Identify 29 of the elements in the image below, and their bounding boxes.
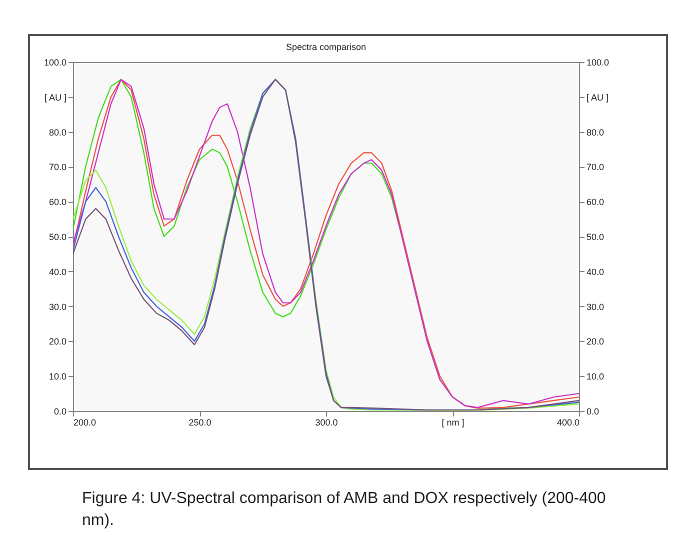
y-tick-label: 70.0 [48,162,66,172]
x-tick-label: 400.0 [556,418,580,428]
y2-tick-label: 30.0 [586,302,604,312]
y-tick-label: 50.0 [48,232,66,242]
y-tick-label: 30.0 [48,302,66,312]
y2-tick-label: 20.0 [586,336,604,347]
y2-tick-label: 40.0 [586,266,604,277]
y2-tick-label: 70.0 [586,162,604,172]
y2-tick-label: [ AU ] [586,92,609,102]
y-tick-label: 20.0 [48,336,66,347]
y-tick-label: 80.0 [48,127,66,138]
y2-tick-label: 10.0 [586,372,604,382]
y-tick-label: 60.0 [48,197,66,208]
y-tick-label: 100.0 [44,58,66,68]
y-tick-label: 0.0 [54,406,66,416]
y2-tick-label: 80.0 [586,127,604,138]
y2-tick-label: 50.0 [586,232,604,242]
chart-title: Spectra comparison [286,42,366,52]
y-tick-label: 10.0 [48,372,66,382]
x-tick-label: 250.0 [188,418,212,428]
y2-tick-label: 60.0 [586,197,604,208]
y-tick-label: [ AU ] [44,92,66,102]
y2-tick-label: 0.0 [586,406,600,416]
y2-tick-label: 100.0 [586,58,610,68]
caption: Figure 4: UV-Spectral comparison of AMB and DOX respectively (200-400 nm). [82,489,607,531]
x-tick-label: [ nm ] [442,418,464,428]
x-tick-label: 200.0 [74,418,96,428]
x-tick-label: 300.0 [315,418,338,428]
y-tick-label: 40.0 [48,266,66,277]
